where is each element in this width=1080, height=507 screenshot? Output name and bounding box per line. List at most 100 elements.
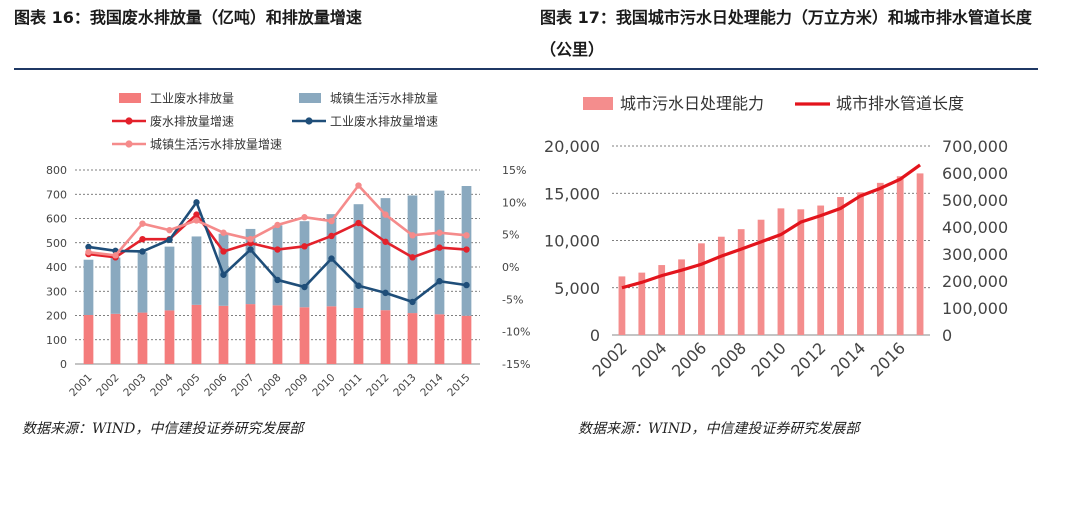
line-point	[409, 232, 416, 239]
x-tick-label: 2004	[628, 338, 670, 380]
y-right-tick-label: 10%	[502, 196, 526, 209]
line-point	[193, 217, 200, 224]
line-point	[85, 248, 92, 256]
header-divider	[14, 68, 1038, 70]
line-point	[247, 235, 254, 243]
y-left-tick-label: 10,000	[544, 232, 600, 251]
legend-swatch	[119, 93, 141, 103]
bar-sewage-capacity	[797, 209, 805, 335]
chart-wastewater-discharge: 0 100 200 300 400 500 600 700 800 -15% -10% -5% 0% 5%…	[46, 91, 530, 400]
bar-industrial-wastewater	[272, 305, 283, 364]
bar-industrial-wastewater	[245, 304, 256, 364]
bar-sewage-capacity	[876, 182, 884, 335]
legend-label: 城市排水管道长度	[836, 94, 964, 113]
line-point	[85, 243, 92, 251]
bar-industrial-wastewater	[164, 310, 175, 364]
line-point	[328, 255, 335, 262]
bar-industrial-wastewater	[380, 310, 391, 364]
line-point	[463, 232, 470, 239]
y-left-tick-label: 400	[46, 261, 67, 274]
line-point	[139, 235, 146, 243]
y-right-tick-label: 100,000	[942, 299, 1008, 318]
bar-urban-domestic-sewage	[218, 233, 229, 306]
legend-swatch	[583, 97, 613, 110]
bar-sewage-capacity	[698, 243, 705, 335]
bar-sewage-capacity	[817, 205, 825, 335]
line-point	[355, 219, 362, 227]
line-point	[436, 278, 443, 285]
legend-label: 废水排放量增速	[150, 114, 234, 129]
bar-sewage-capacity	[658, 265, 666, 335]
line-point	[139, 220, 146, 227]
y-right-tick-label: 600,000	[942, 164, 1008, 183]
line-point	[409, 254, 416, 261]
bar-sewage-capacity	[916, 173, 924, 335]
bar-sewage-capacity	[896, 176, 904, 335]
y-left-tick-label: 100	[46, 334, 67, 347]
figure-17-title: 图表 17：我国城市污水日处理能力（万立方米）和城市排水管道长度（公里）	[540, 8, 1032, 59]
line-point	[463, 246, 470, 253]
legend-marker	[125, 140, 133, 148]
y-right-tick-label: -10%	[502, 326, 530, 339]
x-tick-label: 2006	[668, 338, 710, 380]
x-tick-label: 2010	[748, 338, 790, 380]
bar-sewage-capacity	[837, 197, 844, 335]
line-point	[382, 238, 389, 245]
line-point	[112, 252, 119, 259]
bar-industrial-wastewater	[353, 307, 364, 364]
y-left-tick-label: 0	[60, 358, 67, 371]
legend-marker	[125, 117, 133, 125]
line-point	[436, 244, 443, 251]
x-tick-label: 2014	[827, 338, 869, 380]
bar-industrial-wastewater	[461, 315, 472, 364]
line-point	[382, 289, 389, 297]
line-point	[382, 211, 389, 218]
y-left-tick-label: 700	[46, 188, 67, 201]
legend-label: 工业废水排放量增速	[330, 114, 438, 129]
line-point	[274, 221, 281, 229]
legend-label: 工业废水排放量	[150, 91, 234, 106]
line-point	[139, 248, 146, 255]
x-tick-label: 2012	[787, 338, 829, 380]
bar-industrial-wastewater	[407, 313, 418, 364]
bar-urban-domestic-sewage	[164, 246, 175, 311]
y-left-tick-label: 600	[46, 213, 67, 226]
bar-sewage-capacity	[757, 219, 765, 335]
line-point	[166, 236, 173, 244]
y-left-tick-label: 800	[46, 164, 67, 177]
legend-label: 城镇生活污水排放量	[330, 91, 438, 106]
line-point	[193, 199, 200, 206]
y-right-tick-label: 15%	[502, 164, 526, 177]
bar-urban-domestic-sewage	[83, 259, 94, 316]
bar-industrial-wastewater	[326, 306, 337, 364]
y-left-tick-label: 500	[46, 237, 67, 250]
line-point	[220, 248, 227, 255]
y-left-tick-label: 5,000	[554, 279, 600, 298]
chart-sewage-capacity-pipeline: 0 5,000 10,000 15,000 20,000 0 100,000 200,000 3…	[544, 94, 1008, 381]
line-point	[328, 217, 335, 225]
bar-sewage-capacity	[737, 229, 745, 335]
line-point	[436, 229, 443, 236]
legend-label: 城镇生活污水排放量增速	[150, 137, 282, 152]
y-left-tick-label: 20,000	[544, 137, 600, 156]
y-left-tick-label: 0	[590, 326, 600, 345]
legend-marker	[305, 117, 313, 125]
bar-sewage-capacity	[857, 192, 864, 335]
line-point	[328, 232, 335, 240]
line-point	[220, 229, 227, 236]
bar-urban-domestic-sewage	[191, 236, 202, 305]
line-pipeline-length	[621, 163, 921, 290]
bar-sewage-capacity	[678, 259, 685, 335]
y-right-tick-label: 700,000	[942, 137, 1008, 156]
bar-urban-domestic-sewage	[434, 190, 445, 315]
line-point	[193, 211, 200, 218]
bar-industrial-wastewater	[299, 307, 310, 364]
line-point	[220, 271, 227, 278]
bar-industrial-wastewater	[218, 305, 229, 364]
y-right-tick-label: 5%	[502, 229, 519, 242]
legend-swatch	[299, 93, 321, 103]
x-tick-label: 2016	[867, 338, 909, 380]
bar-sewage-capacity	[618, 276, 626, 335]
line-point	[274, 276, 281, 284]
bar-industrial-wastewater	[191, 304, 202, 364]
